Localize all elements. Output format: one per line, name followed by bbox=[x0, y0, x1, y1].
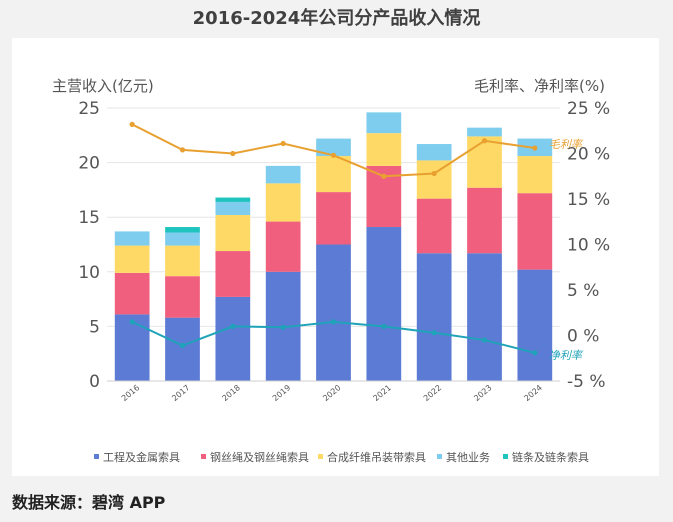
bar-segment bbox=[316, 156, 351, 193]
line-point bbox=[280, 140, 286, 147]
line-point bbox=[129, 121, 135, 127]
line-point bbox=[280, 324, 286, 330]
y2-axis-label: 毛利率、净利率(%) bbox=[474, 77, 605, 95]
bar-segment bbox=[265, 183, 301, 222]
bar-segment bbox=[165, 317, 200, 381]
line-point bbox=[481, 337, 488, 343]
bar-segment bbox=[215, 197, 251, 202]
bar-segment bbox=[517, 269, 553, 381]
bar-segment bbox=[114, 272, 150, 315]
legend-swatch bbox=[201, 454, 206, 459]
bar-series bbox=[114, 112, 553, 381]
bar-segment bbox=[215, 201, 251, 216]
bar-segment bbox=[316, 244, 351, 381]
y-axis-label: 主营收入(亿元) bbox=[52, 77, 154, 95]
chart-title: 2016-2024年公司分产品收入情况 bbox=[192, 8, 481, 29]
x-tick-label: 2023 bbox=[472, 383, 493, 403]
x-tick-label: 2021 bbox=[372, 383, 393, 403]
bar-segment bbox=[416, 253, 452, 381]
bar-segment bbox=[114, 245, 150, 273]
bar-segment bbox=[114, 314, 150, 381]
y-tick-label: 15 bbox=[78, 208, 100, 228]
y-tick-label: 25 bbox=[78, 99, 100, 119]
legend-label: 合成纤维吊装带索具 bbox=[327, 450, 426, 464]
line-point bbox=[230, 150, 236, 157]
data-source: 数据来源：碧湾 APP bbox=[12, 493, 166, 512]
line-point bbox=[179, 147, 186, 153]
bar-segment bbox=[215, 251, 251, 297]
legend-label: 工程及金属索具 bbox=[103, 450, 180, 464]
legend-label: 其他业务 bbox=[446, 451, 490, 464]
bar-segment bbox=[517, 193, 553, 270]
y2-tick-label: 0 % bbox=[567, 327, 599, 347]
x-tick-label: 2018 bbox=[221, 383, 242, 403]
line-point bbox=[179, 342, 186, 349]
legend: 工程及金属索具 钢丝绳及钢丝绳索具 合成纤维吊装带索具 其他业务 链条及链条索具 bbox=[94, 450, 589, 464]
bar-segment bbox=[416, 198, 452, 254]
bar-segment bbox=[316, 138, 351, 157]
line-point bbox=[230, 323, 236, 329]
bar-segment bbox=[316, 192, 351, 245]
y-tick-label: 10 bbox=[78, 263, 100, 283]
bar-segment bbox=[467, 253, 502, 381]
legend-swatch bbox=[503, 454, 508, 459]
line-end-label: 毛利率 bbox=[549, 138, 584, 151]
line-point bbox=[532, 350, 538, 356]
line-point bbox=[381, 173, 387, 179]
bar-segment bbox=[114, 231, 150, 246]
bar-segment bbox=[265, 221, 301, 272]
legend-label: 链条及链条索具 bbox=[512, 450, 589, 464]
bar-segment bbox=[467, 187, 502, 254]
bar-segment bbox=[416, 144, 452, 161]
bar-segment bbox=[467, 127, 502, 137]
y2-tick-label: 15 % bbox=[567, 190, 610, 210]
bar-segment bbox=[215, 215, 251, 252]
y2-tick-label: 20 % bbox=[567, 145, 610, 165]
bar-segment bbox=[366, 133, 402, 166]
legend-label: 钢丝绳及钢丝绳索具 bbox=[210, 450, 309, 464]
line-point bbox=[129, 319, 135, 325]
legend-swatch bbox=[437, 454, 442, 459]
chart-panel: 毛利率净利率 0 5 10 15 20 25 -5 % 0 % 5 % 10 % 15 % 20 % 2… bbox=[12, 38, 659, 476]
x-tick-label: 2024 bbox=[523, 383, 544, 403]
line-point bbox=[381, 323, 387, 329]
y-tick-label: 5 bbox=[89, 317, 100, 337]
x-tick-label: 2016 bbox=[120, 383, 141, 403]
bar-segment bbox=[366, 112, 402, 134]
legend-swatch bbox=[318, 454, 323, 459]
bar-segment bbox=[215, 296, 251, 381]
line-point bbox=[330, 319, 337, 325]
y2-tick-label: -5 % bbox=[567, 372, 606, 392]
bar-segment bbox=[467, 136, 502, 188]
bar-segment bbox=[165, 245, 200, 277]
x-tick-label: 2017 bbox=[170, 383, 191, 403]
x-tick-label: 2020 bbox=[321, 383, 342, 403]
line-point bbox=[532, 145, 538, 151]
y2-tick-label: 10 % bbox=[567, 236, 610, 256]
bar-segment bbox=[165, 232, 200, 246]
line-point bbox=[431, 170, 437, 177]
x-tick-label: 2019 bbox=[271, 383, 292, 403]
bar-segment bbox=[165, 227, 200, 233]
line-point bbox=[330, 152, 337, 158]
y2-tick-label: 5 % bbox=[567, 281, 599, 301]
legend-swatch bbox=[94, 454, 99, 459]
line-end-label: 净利率 bbox=[549, 349, 584, 362]
bar-segment bbox=[265, 165, 301, 184]
bar-segment bbox=[366, 227, 402, 381]
line-point bbox=[481, 138, 488, 144]
bar-segment bbox=[165, 276, 200, 318]
line-point bbox=[431, 330, 437, 336]
bar-segment bbox=[517, 156, 553, 194]
y2-tick-label: 25 % bbox=[567, 99, 610, 119]
y-tick-label: 20 bbox=[78, 154, 100, 174]
y-tick-label: 0 bbox=[89, 372, 100, 392]
x-tick-label: 2022 bbox=[422, 383, 443, 403]
